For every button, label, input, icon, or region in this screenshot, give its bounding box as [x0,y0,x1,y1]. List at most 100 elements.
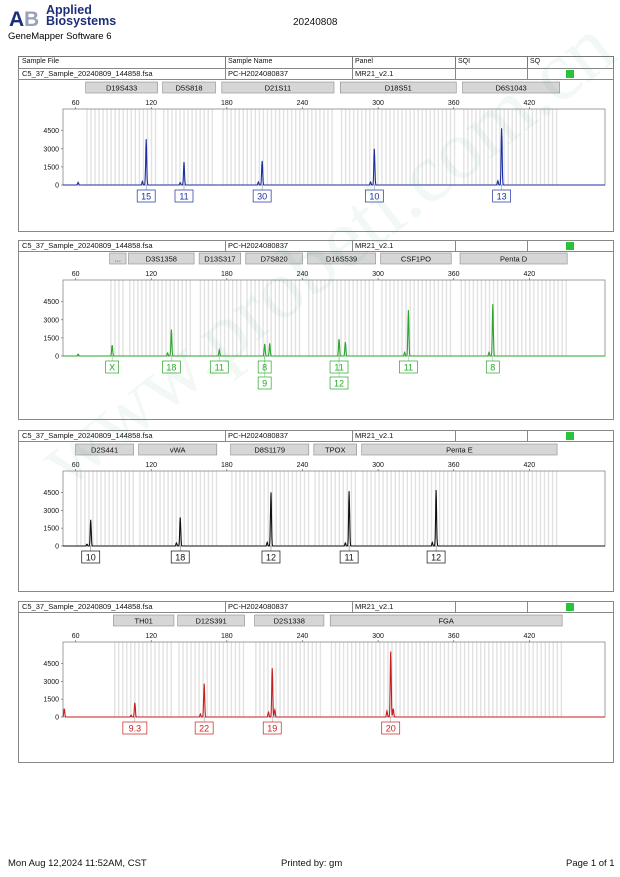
app-name: GeneMapper Software 6 [8,31,112,42]
y-tick-label: 4500 [43,661,59,668]
sample-file: C5_37_Sample_20240809_144858.fsa [22,431,153,440]
x-tick-label: 420 [524,271,536,278]
trace-line [63,489,605,547]
x-tick-label: 60 [72,271,80,278]
x-tick-label: 300 [372,462,384,469]
trace-line [62,651,605,718]
allele-label: 18 [175,553,185,563]
marker-box [221,81,335,94]
marker-label: D5S818 [175,84,202,93]
x-tick-label: 60 [72,633,80,640]
marker-label: D3S1358 [146,255,177,264]
brand-line-1: Applied [46,3,92,17]
allele-box [209,360,229,374]
y-tick-label: 0 [55,183,59,190]
trace-line [63,304,605,357]
marker-label: FGA [438,617,453,626]
marker-box [307,252,376,265]
x-tick-label: 240 [297,100,309,107]
marker-box [230,443,310,456]
y-tick-label: 1500 [43,697,59,704]
marker-box [462,81,560,94]
x-tick-label: 180 [221,271,233,278]
marker-label: D12S391 [195,617,226,626]
blue-dye-panel: C5_37_Sample_20240809_144858.fsa PC-H202… [18,68,614,232]
marker-box [329,614,563,627]
sample-row: C5_37_Sample_20240809_144858.fsa PC-H202… [19,602,613,613]
panel-name: MR21_v2.1 [355,431,394,440]
sample-name: PC-H2024080837 [228,431,289,440]
marker-box [128,252,195,265]
svg-text:B: B [24,8,39,30]
x-tick-label: 300 [372,633,384,640]
y-tick-label: 1500 [43,526,59,533]
marker-label: D21S11 [265,84,292,93]
sample-file: C5_37_Sample_20240809_144858.fsa [22,602,153,611]
marker-box [340,81,457,94]
y-tick-label: 4500 [43,299,59,306]
page-number: Page 1 of 1 [566,858,615,869]
sample-name: PC-H2024080837 [228,602,289,611]
allele-box [364,189,384,203]
allele-box [329,376,349,390]
allele-box [485,360,500,374]
allele-label: 11 [344,553,353,563]
electropherogram-yellow[interactable]: D2S441 vWA D8S1179 TPOX Penta E60 120 180 240 30… [19,431,613,591]
marker-label: TH01 [134,617,152,626]
marker-label: D2S1338 [274,617,305,626]
x-tick-label: 180 [221,100,233,107]
allele-label: 11 [404,363,413,373]
x-tick-label: 360 [448,633,460,640]
marker-label: vWA [170,446,186,455]
sample-row: C5_37_Sample_20240809_144858.fsa PC-H202… [19,69,613,80]
allele-box [174,189,194,203]
col-sample-name: Sample Name [228,58,273,65]
x-tick-label: 60 [72,100,80,107]
sq-status-indicator [566,432,574,440]
marker-label: D2S441 [91,446,118,455]
x-tick-label: 300 [372,271,384,278]
x-tick-label: 120 [145,462,157,469]
allele-box [136,189,156,203]
allele-label: 9.3 [129,724,142,734]
marker-label: D8S1179 [254,446,285,455]
allele-label: 30 [257,192,267,202]
col-sq: SQ [530,58,541,65]
y-tick-label: 0 [55,715,59,722]
plot-frame [62,279,606,357]
electropherogram-green[interactable]: ... D3S1358 D13S317 D7S820 D16S539 CSF1PO Pent… [19,241,613,419]
red-dye-panel: C5_37_Sample_20240809_144858.fsa PC-H202… [18,601,614,763]
x-tick-label: 240 [297,633,309,640]
electropherogram-blue[interactable]: D19S433 D5S818 D21S11 D18S51 D6S1043 60 120 180… [19,69,613,231]
yellow-dye-panel: C5_37_Sample_20240809_144858.fsa PC-H202… [18,430,614,592]
brand-name: Applied Biosystems [46,3,116,28]
marker-box [380,252,452,265]
marker-box [245,252,303,265]
allele-label: 18 [166,363,176,373]
panel-name: MR21_v2.1 [355,602,394,611]
sq-status-indicator [566,603,574,611]
marker-label: D16S539 [326,255,357,264]
marker-label: Penta E [446,446,473,455]
marker-label: D6S1043 [495,84,526,93]
allele-box [162,360,181,374]
electropherogram-red[interactable]: TH01 D12S391 D2S1338 FGA 60 120 180 240 300 360 42… [19,602,613,762]
allele-box [426,550,446,564]
allele-box [492,189,511,203]
x-tick-label: 120 [145,633,157,640]
allele-box [105,360,120,374]
marker-box [177,614,245,627]
marker-label: CSF1PO [401,255,431,264]
marker-box [254,614,325,627]
marker-box [75,443,134,456]
allele-box [261,550,281,564]
y-tick-label: 3000 [43,317,59,324]
x-tick-label: 420 [524,633,536,640]
sample-row: C5_37_Sample_20240809_144858.fsa PC-H202… [19,431,613,442]
marker-label: D18S51 [385,84,412,93]
allele-box [81,550,101,564]
sq-status-indicator [566,242,574,250]
col-sample-file: Sample File [22,58,59,65]
y-tick-label: 4500 [43,490,59,497]
allele-label: 13 [497,192,507,202]
